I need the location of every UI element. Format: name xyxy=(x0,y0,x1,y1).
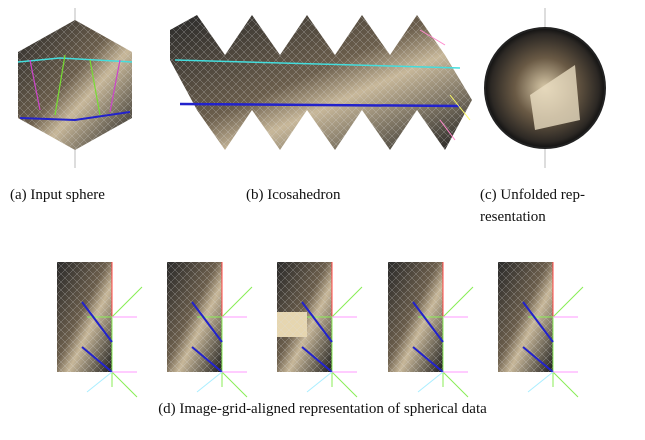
unfolded-sphere xyxy=(484,8,606,168)
caption: (a) Input sphere xyxy=(10,187,105,203)
input-sphere xyxy=(17,8,133,168)
caption: (c) Unfolded rep- xyxy=(480,187,585,203)
grid-aligned-tiles xyxy=(57,262,584,398)
caption: resentation xyxy=(480,209,546,225)
icosahedron xyxy=(170,15,472,150)
caption: (b) Icosahedron xyxy=(246,187,341,203)
caption: (d) Image-grid-aligned representation of… xyxy=(158,401,487,417)
